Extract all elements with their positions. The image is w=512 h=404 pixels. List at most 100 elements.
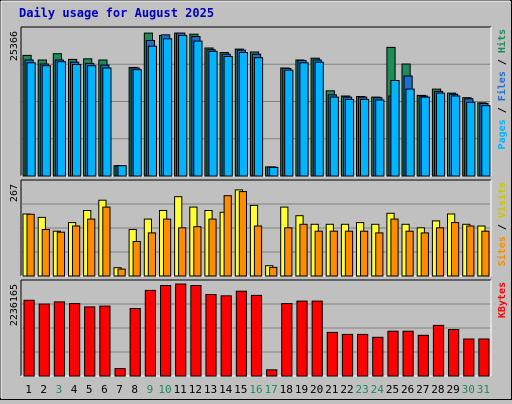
bar-sites-day-18 bbox=[284, 227, 293, 277]
bar-pages-day-23 bbox=[360, 98, 370, 177]
bar-pages-day-15 bbox=[238, 52, 249, 177]
bar-sites-day-13 bbox=[208, 218, 217, 277]
bar-pages-day-31 bbox=[481, 105, 491, 177]
x-tick-label-day-31: 31 bbox=[477, 383, 490, 396]
bar-sites-day-21 bbox=[329, 230, 338, 277]
bar-pages-day-11 bbox=[178, 34, 188, 177]
bar-kbytes-day-7 bbox=[114, 368, 126, 377]
panel-requests-legend: Pages / Files / Hits bbox=[496, 29, 508, 149]
chart-panels: 25366 Pages / Files / Hits 267 Sites / Visi… bbox=[9, 26, 508, 377]
x-tick-label-day-28: 28 bbox=[431, 383, 444, 396]
bar-sites-day-2 bbox=[41, 229, 50, 277]
bar-pages-day-21 bbox=[329, 96, 339, 177]
x-tick-label-day-22: 22 bbox=[340, 383, 353, 396]
x-tick-label-day-10: 10 bbox=[158, 383, 171, 396]
bar-kbytes-day-18 bbox=[281, 303, 293, 377]
x-tick-label-day-11: 11 bbox=[174, 383, 187, 396]
x-tick-label-day-24: 24 bbox=[371, 383, 385, 396]
bar-kbytes-day-24 bbox=[372, 336, 384, 377]
x-tick-label-day-14: 14 bbox=[219, 383, 233, 396]
panel-visits-ymax-label: 267 bbox=[9, 184, 20, 202]
bar-kbytes-day-22 bbox=[341, 333, 354, 377]
bar-sites-day-19 bbox=[299, 223, 308, 277]
bar-kbytes-day-6 bbox=[99, 305, 111, 377]
bar-pages-day-18 bbox=[284, 69, 294, 177]
x-tick-label-day-13: 13 bbox=[204, 383, 217, 396]
bar-pages-day-7 bbox=[117, 165, 127, 177]
bar-kbytes-day-23 bbox=[357, 333, 369, 377]
bar-kbytes-day-15 bbox=[235, 290, 248, 377]
bar-pages-day-10 bbox=[163, 38, 173, 177]
x-tick-label-day-2: 2 bbox=[40, 383, 47, 396]
x-axis-day-labels: 1 2 3 4 5 6 7 8 9 10 11 12 13 14 15 16 17 18 19 20 21 22 23 24 2… bbox=[25, 383, 490, 396]
bar-sites-day-31 bbox=[481, 230, 490, 277]
bar-sites-day-20 bbox=[314, 230, 323, 277]
legend-separator: / bbox=[497, 101, 508, 119]
panel-visits-legend: Sites / Visits bbox=[496, 182, 508, 266]
bar-kbytes-day-9 bbox=[144, 289, 157, 377]
chart-title: Daily usage for August 2025 bbox=[19, 6, 214, 20]
bar-pages-day-27 bbox=[420, 96, 430, 177]
x-tick-label-day-29: 29 bbox=[446, 383, 459, 396]
bar-kbytes-day-21 bbox=[326, 331, 338, 377]
legend-item-sites: Sites bbox=[496, 236, 508, 266]
x-tick-label-day-27: 27 bbox=[416, 383, 429, 396]
x-tick-label-day-20: 20 bbox=[310, 383, 323, 396]
bar-sites-day-29 bbox=[451, 222, 460, 277]
bar-kbytes-day-4 bbox=[69, 303, 81, 377]
legend-item-visits: Visits bbox=[496, 182, 508, 218]
x-tick-label-day-23: 23 bbox=[355, 383, 368, 396]
bar-pages-day-29 bbox=[451, 95, 461, 177]
bar-kbytes-day-29 bbox=[448, 329, 460, 377]
bar-kbytes-day-19 bbox=[296, 300, 308, 377]
x-tick-label-day-8: 8 bbox=[131, 383, 138, 396]
bar-kbytes-day-2 bbox=[38, 303, 50, 377]
bar-sites-day-12 bbox=[193, 226, 202, 277]
bar-kbytes-day-31 bbox=[478, 338, 490, 377]
legend-item-pages: Pages bbox=[497, 119, 508, 149]
x-tick-label-day-17: 17 bbox=[265, 383, 278, 396]
panel-kbytes-ymax-label: 2236165 bbox=[9, 284, 20, 326]
bar-kbytes-day-30 bbox=[463, 338, 475, 377]
legend-item-kbytes: KBytes bbox=[497, 282, 508, 318]
bar-kbytes-day-3 bbox=[53, 301, 65, 377]
bar-sites-day-30 bbox=[466, 225, 475, 277]
legend-item-files: Files bbox=[496, 71, 508, 101]
bar-sites-day-3 bbox=[56, 231, 65, 277]
bar-sites-day-4 bbox=[72, 225, 81, 277]
bar-sites-day-1 bbox=[26, 213, 35, 277]
x-tick-label-day-26: 26 bbox=[401, 383, 414, 396]
bar-pages-day-9 bbox=[147, 45, 158, 177]
bar-pages-day-8 bbox=[132, 69, 142, 177]
panel-kbytes-legend: KBytes bbox=[497, 282, 508, 318]
bar-kbytes-day-11 bbox=[175, 283, 187, 377]
x-tick-label-day-9: 9 bbox=[147, 383, 154, 396]
bar-sites-day-5 bbox=[87, 218, 96, 277]
x-tick-label-day-6: 6 bbox=[101, 383, 108, 396]
bar-kbytes-day-20 bbox=[311, 300, 323, 377]
bar-pages-day-30 bbox=[466, 101, 476, 177]
x-tick-label-day-25: 25 bbox=[386, 383, 399, 396]
bar-pages-day-28 bbox=[435, 92, 446, 177]
bar-pages-day-22 bbox=[344, 98, 355, 177]
bar-sites-day-25 bbox=[390, 218, 399, 277]
bar-sites-day-7 bbox=[117, 268, 126, 277]
x-tick-label-day-15: 15 bbox=[234, 383, 247, 396]
legend-separator: / bbox=[497, 218, 508, 236]
bar-pages-day-6 bbox=[102, 67, 112, 177]
bar-sites-day-23 bbox=[360, 230, 369, 277]
panel-requests-ymax-label: 25366 bbox=[9, 31, 20, 61]
bar-pages-day-5 bbox=[87, 65, 97, 177]
x-tick-label-day-19: 19 bbox=[295, 383, 308, 396]
bar-kbytes-day-27 bbox=[417, 334, 429, 377]
bar-kbytes-day-16 bbox=[250, 294, 263, 377]
bar-kbytes-day-8 bbox=[129, 308, 141, 377]
bar-pages-day-26 bbox=[405, 88, 415, 177]
x-tick-label-day-3: 3 bbox=[56, 383, 63, 396]
x-tick-label-day-5: 5 bbox=[86, 383, 93, 396]
x-tick-label-day-7: 7 bbox=[116, 383, 123, 396]
x-tick-label-day-12: 12 bbox=[189, 383, 202, 396]
bar-pages-day-25 bbox=[390, 80, 400, 177]
